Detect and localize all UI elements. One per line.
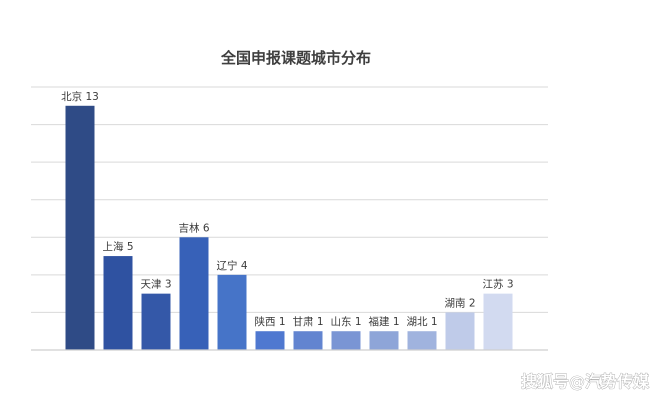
bar-11 xyxy=(445,312,475,350)
bar-label-11: 湖南 2 xyxy=(444,296,475,309)
bar-9 xyxy=(369,331,399,350)
watermark-text: 搜狐号@汽势传媒 xyxy=(521,372,650,391)
bar-1 xyxy=(65,105,95,351)
bar-label-6: 陕西 1 xyxy=(254,315,285,328)
bar-12 xyxy=(483,293,513,350)
bar-10 xyxy=(407,331,437,350)
bar-6 xyxy=(255,331,285,350)
bar-8 xyxy=(331,331,361,350)
bar-label-8: 山东 1 xyxy=(330,315,361,328)
bar-2 xyxy=(103,256,133,350)
bar-label-1: 北京 13 xyxy=(61,90,99,103)
bar-labels: 北京 13 上海 5 天津 3 吉林 6 辽宁 4 陕西 1 甘肃 1 山东 1 福建 1 湖北 … xyxy=(61,90,513,328)
bar-5 xyxy=(217,274,247,350)
chart-title: 全国申报课题城市分布 xyxy=(220,49,371,67)
bar-7 xyxy=(293,331,323,350)
bar-label-7: 甘肃 1 xyxy=(292,315,323,328)
bar-4 xyxy=(179,237,209,350)
bar-label-3: 天津 3 xyxy=(140,279,171,291)
bar-label-9: 福建 1 xyxy=(368,315,399,328)
bar-label-2: 上海 5 xyxy=(102,240,133,253)
bar-label-5: 辽宁 4 xyxy=(216,259,247,272)
bar-label-12: 江苏 3 xyxy=(482,278,513,291)
bar-3 xyxy=(141,293,171,350)
bars xyxy=(65,105,513,351)
bar-label-10: 湖北 1 xyxy=(406,316,437,328)
bar-label-4: 吉林 6 xyxy=(178,221,209,234)
